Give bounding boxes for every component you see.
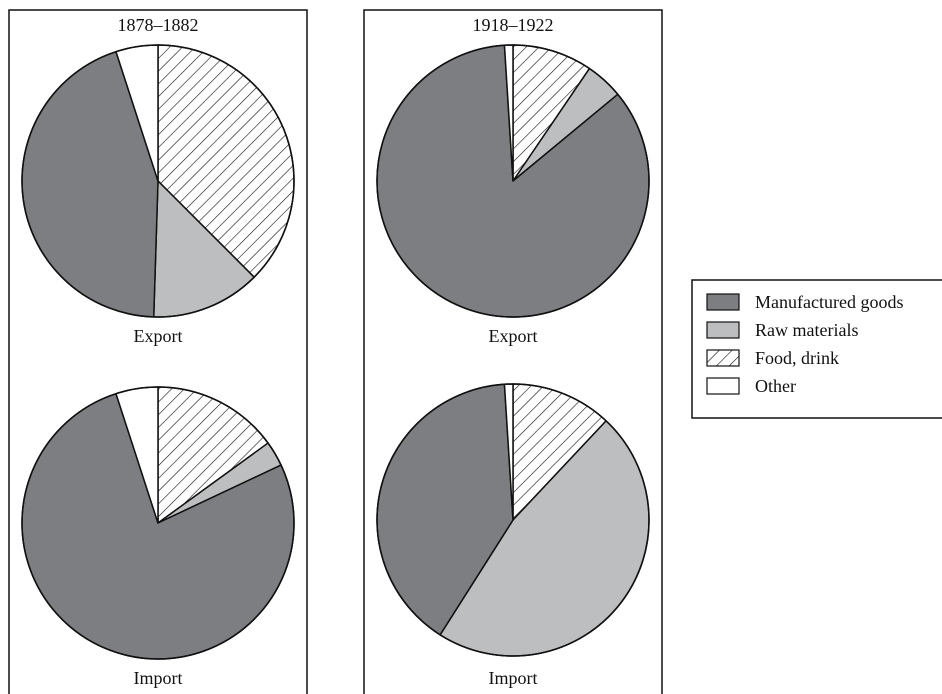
pie-label-export: Export (489, 326, 538, 346)
panel-frame (8, 9, 308, 694)
legend-swatch-food-drink (706, 349, 740, 367)
legend-swatch-raw-materials (706, 321, 740, 339)
legend-label-manufactured-goods: Manufactured goods (755, 292, 903, 312)
legend-swatch-manufactured-goods (706, 293, 740, 311)
panel-frame (363, 9, 663, 694)
legend-frame (691, 279, 942, 419)
panel-title: 1918–1922 (473, 15, 554, 35)
pie-import-1878 (21, 386, 295, 660)
pie-label-import: Import (134, 668, 183, 688)
pie-label-import: Import (489, 668, 538, 688)
legend-label-raw-materials: Raw materials (755, 320, 858, 340)
pie-outline (376, 383, 650, 657)
legend-swatch-other (706, 377, 740, 395)
panel-1878-1882: 1878–1882 Export Import (8, 9, 308, 694)
pie-export-1878 (21, 44, 295, 318)
pie-import-1918 (376, 383, 650, 657)
panel-1918-1922: 1918–1922 Export Import (363, 9, 663, 694)
pie-outline (21, 386, 295, 660)
legend-label-food-drink: Food, drink (755, 348, 839, 368)
legend-label-other: Other (755, 376, 796, 396)
pie-label-export: Export (134, 326, 183, 346)
legend: Manufactured goods Raw materials Food, d… (691, 279, 942, 419)
pie-export-1918 (376, 44, 650, 318)
panel-title: 1878–1882 (118, 15, 199, 35)
pie-outline (376, 44, 650, 318)
pie-outline (21, 44, 295, 318)
